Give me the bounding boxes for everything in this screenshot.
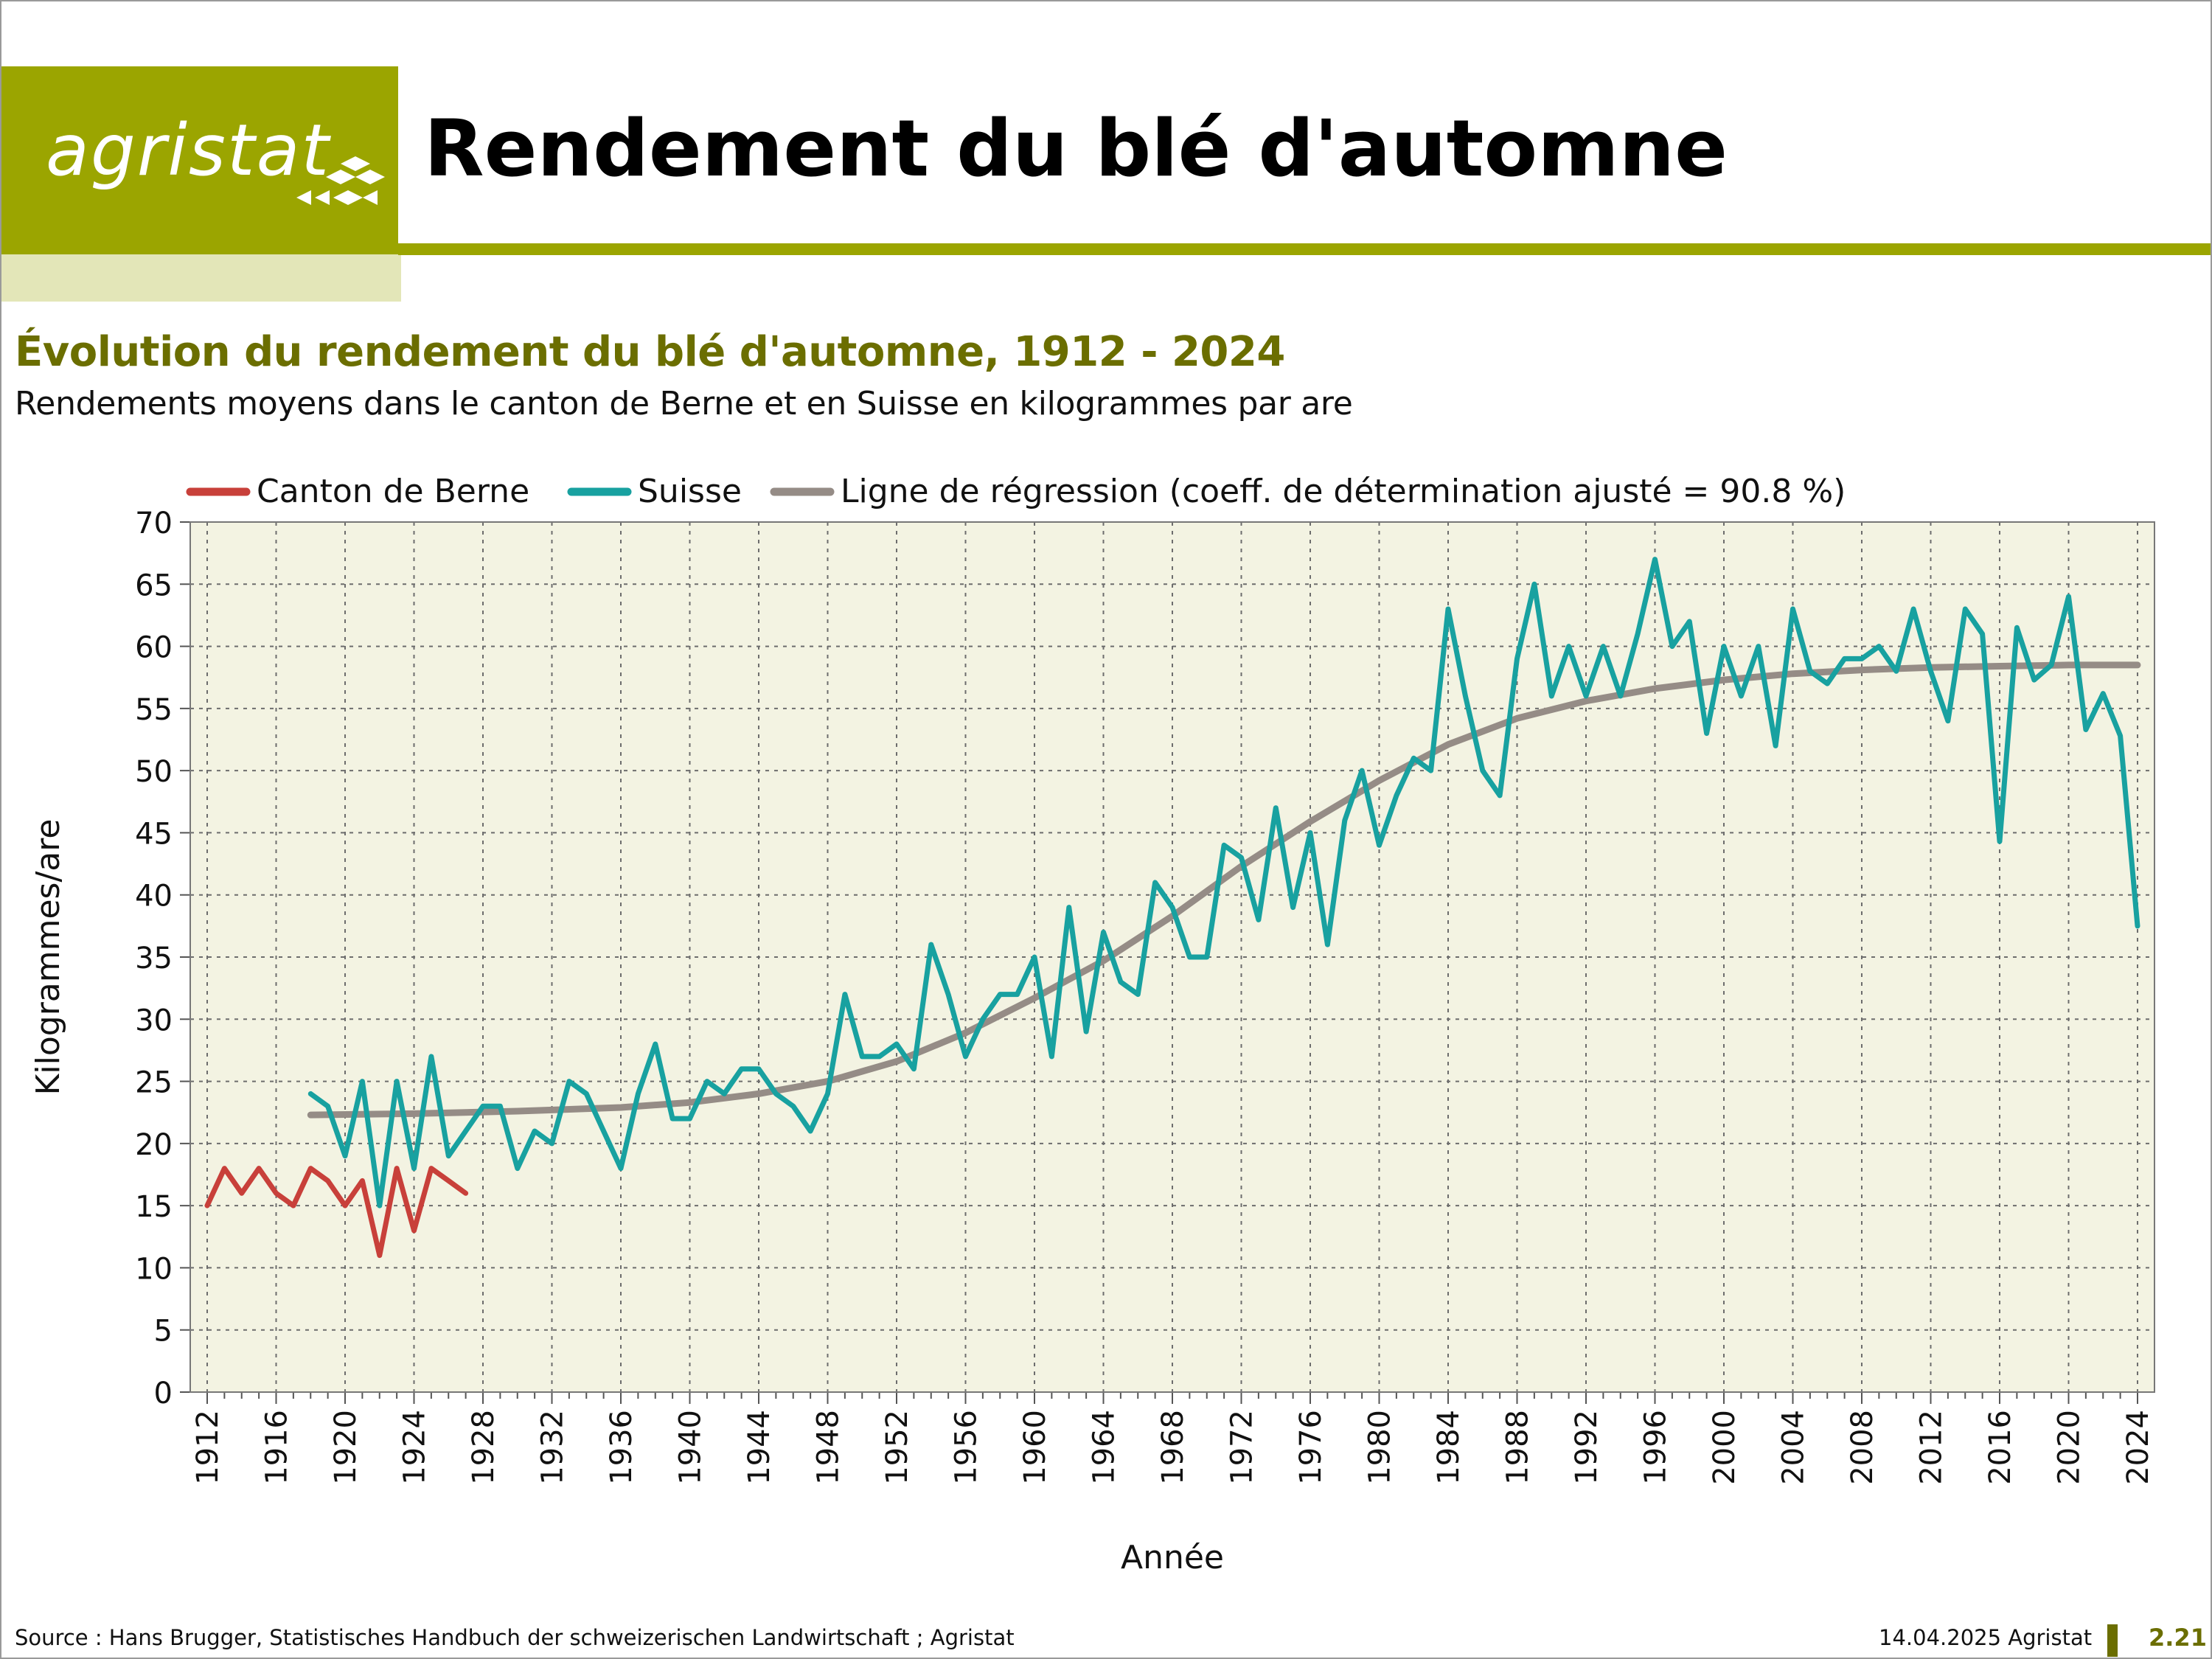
legend-label: Suisse — [638, 473, 742, 510]
x-tick-label: 1956 — [950, 1410, 984, 1485]
series-lines — [204, 557, 2141, 1259]
x-tick-label: 1972 — [1225, 1410, 1259, 1485]
yield-line-chart: 0 5 10 15 20 25 30 35 40 45 50 55 60 65 70 1912 1916 192… — [29, 473, 2155, 1576]
y-tick-label: 25 — [135, 1066, 173, 1100]
legend-item: Suisse — [567, 473, 742, 510]
chart-subtitle: Rendements moyens dans le canton de Bern… — [15, 385, 1353, 422]
axes — [180, 521, 2155, 1404]
x-tick-label: 2012 — [1915, 1410, 1949, 1485]
logo-box: agristat — [1, 66, 398, 254]
series-line-regression — [307, 661, 2141, 1119]
y-axis-label: Kilogrammes/are — [29, 819, 67, 1096]
x-tick-label: 1936 — [605, 1410, 639, 1485]
x-tick-label: 1912 — [191, 1410, 225, 1485]
y-tick-label: 15 — [135, 1190, 173, 1224]
y-tick-label: 60 — [135, 631, 173, 665]
x-tick-label: 1968 — [1156, 1410, 1190, 1485]
y-tick-label: 10 — [135, 1252, 173, 1286]
logo-mark-icon — [296, 156, 385, 205]
logo-text: agristat — [46, 109, 331, 192]
y-tick-label: 40 — [135, 880, 173, 914]
page-title: Rendement du blé d'automne — [424, 103, 1728, 194]
plot-border — [189, 521, 2155, 1393]
x-tick-label: 1952 — [880, 1410, 914, 1485]
y-tick-label: 65 — [135, 568, 173, 602]
x-tick-label: 2004 — [1777, 1410, 1811, 1485]
y-tick-label: 50 — [135, 755, 173, 789]
x-tick-label: 2020 — [2053, 1410, 2087, 1485]
x-tick-label: 1976 — [1294, 1410, 1328, 1485]
logo-underlay — [1, 254, 401, 302]
legend: Canton de Berne Suisse Ligne de régression… — [186, 473, 1846, 510]
x-tick-label: 1996 — [1639, 1410, 1673, 1485]
x-tick-label: 1984 — [1432, 1410, 1466, 1485]
footer-source: Source : Hans Brugger, Statistisches Han… — [15, 1625, 1015, 1650]
x-tick-label: 1980 — [1363, 1410, 1397, 1485]
y-tick-label: 70 — [135, 507, 173, 540]
footer-divider — [2107, 1624, 2118, 1657]
x-tick-label: 1928 — [467, 1410, 501, 1485]
y-tick-label: 0 — [154, 1377, 173, 1411]
y-tick-label: 30 — [135, 1004, 173, 1037]
x-tick-labels: 1912 1916 1920 1924 1928 1932 1936 1940 1944 1948… — [191, 1410, 2155, 1485]
y-tick-label: 20 — [135, 1128, 173, 1162]
x-tick-label: 2016 — [1983, 1410, 2017, 1485]
y-tick-label: 45 — [135, 817, 173, 851]
legend-item: Canton de Berne — [186, 473, 529, 510]
legend-item: Ligne de régression (coeff. de détermina… — [770, 473, 1846, 510]
page-number: 2.21 — [2149, 1624, 2207, 1652]
legend-label: Ligne de régression (coeff. de détermina… — [841, 473, 1846, 510]
x-tick-label: 1916 — [260, 1410, 294, 1485]
x-tick-label: 1920 — [329, 1410, 363, 1485]
x-tick-label: 1940 — [674, 1410, 708, 1485]
x-tick-label: 1932 — [536, 1410, 570, 1485]
x-tick-label: 1988 — [1501, 1410, 1535, 1485]
y-tick-label: 5 — [154, 1315, 173, 1349]
x-tick-label: 1992 — [1570, 1410, 1604, 1485]
x-tick-label: 2008 — [1846, 1410, 1879, 1485]
x-tick-label: 1924 — [398, 1410, 432, 1485]
y-tick-label: 35 — [135, 942, 173, 975]
x-tick-label: 1960 — [1018, 1410, 1052, 1485]
legend-label: Canton de Berne — [257, 473, 529, 510]
x-tick-label: 1964 — [1088, 1410, 1121, 1485]
y-tick-labels: 0 5 10 15 20 25 30 35 40 45 50 55 60 65 70 — [135, 507, 173, 1411]
series-line-suisse — [307, 557, 2140, 1208]
x-axis-label: Année — [1121, 1539, 1224, 1576]
chart-title: Évolution du rendement du blé d'automne,… — [15, 328, 1285, 376]
header-rule — [398, 243, 2211, 255]
x-tick-label: 2024 — [2121, 1410, 2155, 1485]
x-tick-label: 1944 — [742, 1410, 776, 1485]
x-tick-label: 2000 — [1708, 1410, 1742, 1485]
y-tick-label: 55 — [135, 693, 173, 727]
x-tick-label: 1948 — [812, 1410, 846, 1485]
series-line-berne — [204, 1166, 469, 1259]
footer-date: 14.04.2025 Agristat — [1879, 1625, 2093, 1650]
